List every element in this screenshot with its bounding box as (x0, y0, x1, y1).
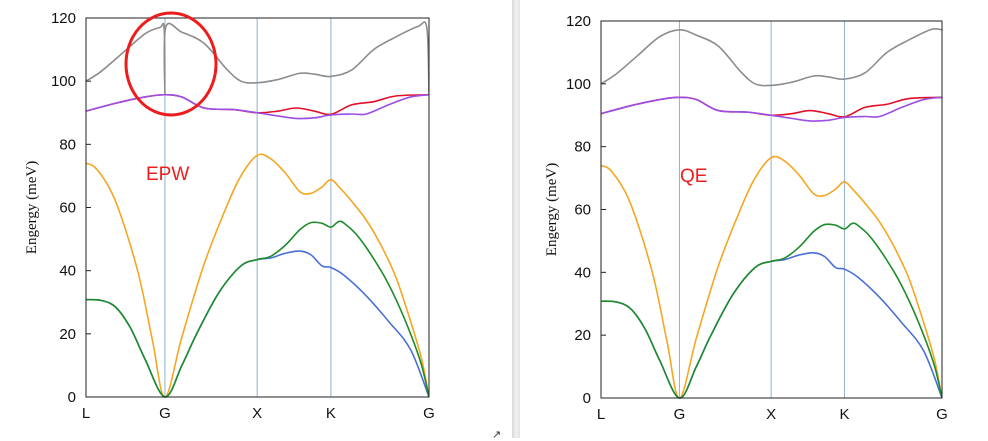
x-tick-label: G (159, 405, 171, 422)
phonon-branch-line (601, 96, 942, 122)
phonon-branch-line (601, 222, 942, 399)
y-tick-label: 120 (566, 13, 591, 30)
qe-phonon-dispersion-chart: 0 20 40 60 80 100 120 L G X K G Engergy (meV) QE (544, 13, 948, 423)
epw-phonon-dispersion-chart: 0 20 40 60 80 100 120 L G X K G Engergy (meV) EPW (24, 10, 435, 422)
panel-divider (512, 0, 520, 438)
phonon-branch-line (601, 155, 942, 399)
method-annotation: QE (680, 166, 707, 187)
x-tick-label: G (674, 406, 686, 423)
y-tick-label: 60 (59, 200, 76, 217)
x-tick-label: L (597, 406, 605, 423)
series-group (86, 21, 429, 398)
highlight-circle (124, 11, 218, 117)
x-tick-label: K (326, 405, 336, 422)
x-tick-label: X (766, 406, 776, 423)
y-tick-label: 20 (59, 326, 76, 343)
x-tick-label: G (423, 405, 435, 422)
epw-chart-panel: 0 20 40 60 80 100 120 L G X K G Engergy (meV) EPW (24, 10, 435, 422)
y-tick-label: 120 (51, 10, 76, 27)
y-axis-label: Engergy (meV) (24, 161, 40, 254)
resize-arrow-icon: ↗ (492, 429, 502, 441)
y-axis-label: Engergy (meV) (544, 163, 560, 256)
y-tick-label: 20 (574, 327, 591, 344)
y-tick-label: 100 (566, 76, 591, 93)
y-tick-label: 60 (574, 202, 591, 219)
y-tick-label: 40 (59, 263, 76, 280)
phonon-branch-line (86, 93, 429, 120)
x-tick-label: G (936, 406, 948, 423)
phonon-branch-line (86, 21, 429, 95)
y-tick-label: 80 (574, 139, 591, 156)
phonon-branch-line (86, 153, 429, 398)
y-tick-label: 0 (68, 389, 76, 406)
phonon-branch-line (86, 220, 429, 398)
series-group (601, 28, 942, 399)
y-tick-label: 0 (583, 390, 591, 407)
y-tick-label: 80 (59, 136, 76, 153)
y-tick-label: 40 (574, 264, 591, 281)
y-tick-label: 100 (51, 73, 76, 90)
qe-chart-panel: 0 20 40 60 80 100 120 L G X K G Engergy (meV) QE (520, 0, 988, 438)
x-tick-label: X (252, 405, 262, 422)
phonon-branch-line (601, 28, 942, 87)
method-annotation: EPW (146, 164, 189, 185)
x-tick-label: L (82, 405, 90, 422)
x-tick-label: K (839, 406, 849, 423)
